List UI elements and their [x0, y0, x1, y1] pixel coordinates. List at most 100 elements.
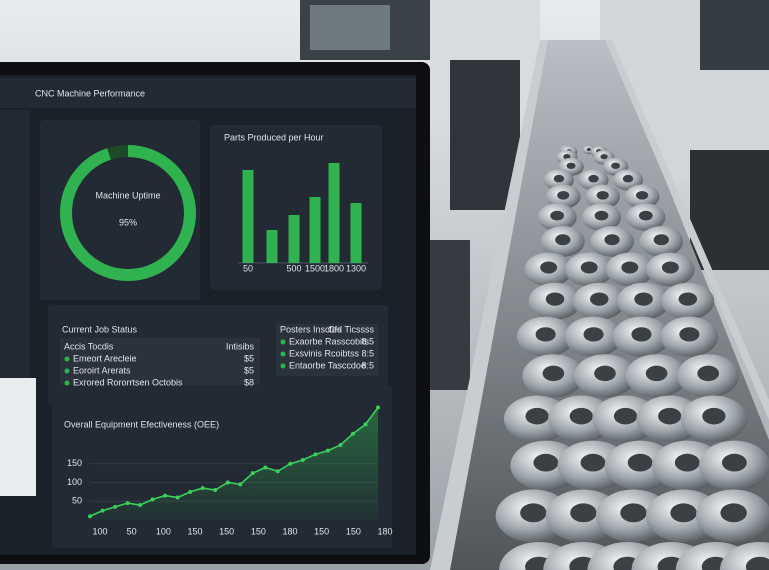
x-tick-label: 50: [127, 526, 137, 536]
dashboard: Machine Uptime 95% Parts Produced per Hour…: [60, 132, 393, 536]
part-hole: [533, 453, 559, 472]
part-hole: [520, 503, 547, 523]
part-hole: [550, 210, 565, 221]
x-tick-label: 1500: [305, 263, 325, 273]
table-cell: 8:5: [361, 348, 374, 358]
line-point: [138, 503, 143, 507]
line-point: [350, 431, 355, 436]
y-tick-label: 100: [67, 477, 82, 487]
machined-parts: [495, 145, 769, 570]
section-title: Current Job Status: [62, 324, 138, 334]
table-cell: 8:5: [361, 360, 374, 370]
line-point: [150, 497, 155, 502]
line-point: [225, 480, 230, 485]
y-tick-label: 50: [72, 496, 82, 506]
part-hole: [611, 162, 621, 169]
line-point: [88, 514, 92, 519]
line-point: [100, 508, 105, 513]
line-point: [376, 405, 380, 410]
part-hole: [545, 292, 565, 306]
part-hole: [631, 327, 652, 342]
part-hole: [535, 327, 556, 342]
part-hole: [645, 365, 668, 382]
part-hole: [596, 190, 609, 200]
table-cell: Exsvinis Rcoibtss: [289, 348, 360, 358]
chart-title: Parts Produced per Hour: [224, 132, 324, 142]
table-header: Cfd Ticssss: [328, 324, 375, 334]
part-hole: [627, 453, 653, 472]
line-point: [313, 452, 318, 457]
line-point: [163, 493, 168, 498]
line-area: [90, 407, 378, 520]
part-hole: [553, 174, 565, 183]
table-header: Posters Insctes: [280, 324, 342, 334]
part-hole: [600, 153, 608, 160]
x-tick-label: 150: [187, 526, 202, 536]
part-hole: [580, 453, 606, 472]
bar: [309, 197, 321, 263]
line-point: [250, 471, 255, 476]
part-hole: [721, 453, 747, 472]
line-point: [275, 469, 280, 474]
table-cell: Exrored Rororrtsen Octobis: [73, 377, 183, 387]
line-point: [188, 489, 193, 494]
part-hole: [697, 365, 719, 382]
x-tick-label: 1800: [324, 263, 344, 273]
x-tick-label: 50: [243, 263, 253, 273]
status-dot: [64, 368, 70, 374]
bar: [328, 163, 340, 263]
table-cell: Exaorbe Rasscobits: [289, 336, 370, 346]
part-hole: [604, 234, 620, 246]
chart-title: Overall Equipment Efectiveness (OEE): [64, 419, 219, 429]
table-header: Accis Tocdis: [64, 341, 114, 351]
bar: [288, 215, 300, 263]
line-point: [175, 495, 180, 500]
part-hole: [588, 174, 599, 183]
part-hole: [594, 365, 616, 382]
status-dot: [64, 380, 70, 386]
part-hole: [670, 503, 697, 523]
part-hole: [570, 503, 597, 523]
table-cell: Eoroirt Arerats: [73, 365, 131, 375]
part-hole: [661, 261, 679, 274]
line-point: [125, 501, 130, 506]
bar: [242, 170, 254, 263]
part-hole: [674, 453, 700, 472]
status-dot: [280, 351, 286, 357]
bar: [266, 230, 278, 263]
part-hole: [569, 407, 593, 425]
part-hole: [745, 556, 769, 570]
part-hole: [702, 407, 726, 425]
part-hole: [594, 210, 609, 221]
table-cell: $5: [244, 353, 254, 363]
part-hole: [634, 292, 653, 306]
part-hole: [555, 234, 571, 246]
part-hole: [586, 148, 591, 152]
part-hole: [622, 174, 634, 183]
gauge-title: Machine Uptime: [95, 190, 160, 200]
line-point: [300, 458, 305, 462]
x-tick-label: 150: [314, 526, 329, 536]
part-hole: [542, 365, 565, 382]
part-hole: [679, 327, 700, 342]
x-tick-label: 150: [251, 526, 266, 536]
part-hole: [613, 407, 638, 425]
table-header: Intisibs: [226, 341, 255, 351]
line-point: [200, 486, 205, 491]
x-tick-label: 500: [286, 263, 301, 273]
bar: [350, 203, 362, 263]
x-tick-label: 150: [346, 526, 361, 536]
x-tick-label: 1300: [346, 263, 366, 273]
part-hole: [636, 190, 649, 200]
gauge-value: 95%: [119, 217, 137, 227]
line-point: [338, 443, 343, 447]
part-hole: [583, 327, 604, 342]
table-cell: $8: [244, 377, 254, 387]
line-point: [288, 461, 293, 466]
part-hole: [720, 503, 747, 523]
part-hole: [653, 234, 669, 246]
part-hole: [566, 162, 576, 169]
part-hole: [590, 292, 609, 306]
part-hole: [678, 292, 698, 306]
